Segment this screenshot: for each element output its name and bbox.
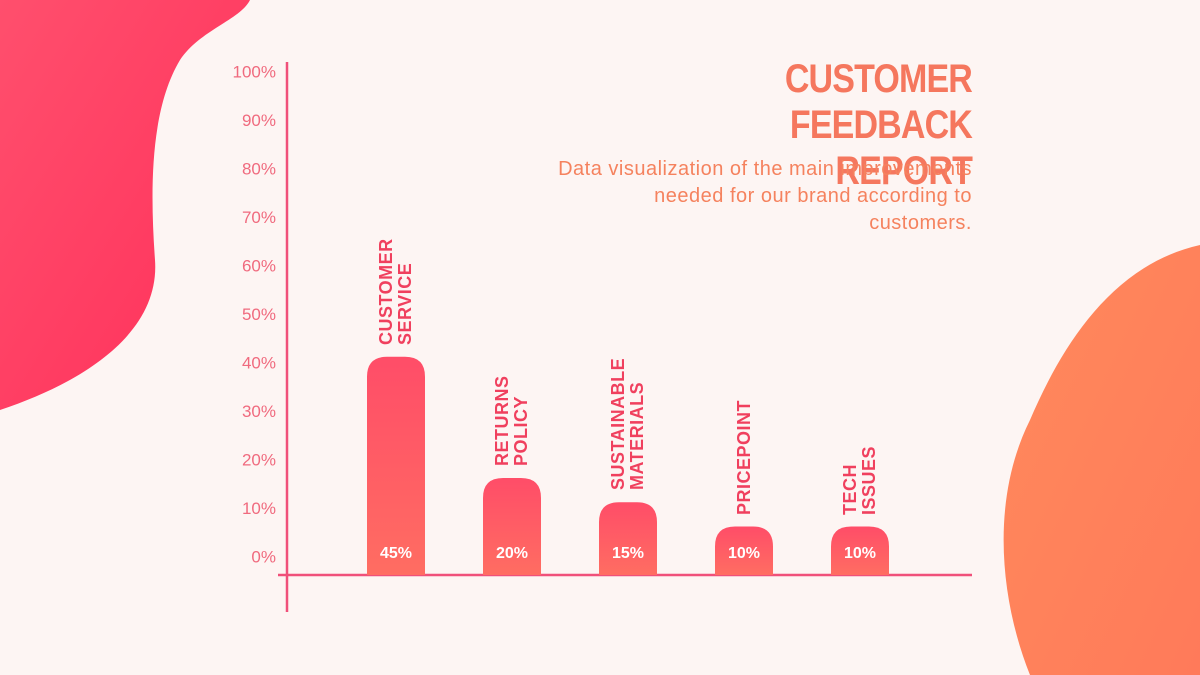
y-tick-label: 100% bbox=[233, 62, 276, 81]
value-label: 10% bbox=[728, 545, 760, 562]
category-label: TECH ISSUES bbox=[840, 445, 879, 515]
bar bbox=[483, 478, 541, 575]
y-tick-label: 0% bbox=[251, 547, 276, 566]
y-tick-label: 50% bbox=[242, 305, 276, 324]
chart-subtitle: Data visualization of the main improveme… bbox=[558, 158, 972, 234]
y-tick-label: 30% bbox=[242, 402, 276, 421]
bar bbox=[831, 526, 889, 575]
bar bbox=[599, 502, 657, 575]
category-label: CUSTOMER SERVICE bbox=[376, 238, 415, 345]
y-tick-label: 90% bbox=[242, 111, 276, 130]
y-tick-label: 40% bbox=[242, 353, 276, 372]
bar bbox=[367, 356, 425, 575]
y-tick-label: 60% bbox=[242, 256, 276, 275]
blob-right bbox=[1003, 245, 1200, 675]
y-tick-label: 20% bbox=[242, 450, 276, 469]
value-label: 10% bbox=[844, 545, 876, 562]
value-label: 15% bbox=[612, 545, 644, 562]
category-label: SUSTAINABLE MATERIALS bbox=[608, 358, 647, 491]
bar bbox=[715, 526, 773, 575]
y-tick-label: 10% bbox=[242, 499, 276, 518]
category-label: PRICEPOINT bbox=[733, 399, 754, 515]
value-label: 20% bbox=[496, 545, 528, 562]
chart-title: CUSTOMER FEEDBACK REPORT bbox=[784, 57, 973, 193]
blob-left bbox=[0, 0, 250, 410]
value-label: 45% bbox=[380, 545, 412, 562]
y-tick-label: 70% bbox=[242, 208, 276, 227]
y-tick-label: 80% bbox=[242, 159, 276, 178]
category-label: RETURNS POLICY bbox=[492, 375, 531, 466]
